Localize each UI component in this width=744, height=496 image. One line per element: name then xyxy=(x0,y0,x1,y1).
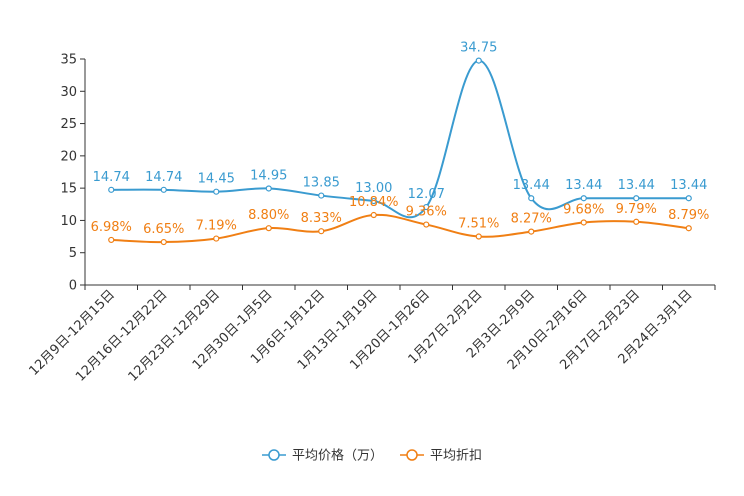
data-point[interactable] xyxy=(370,211,377,219)
data-label: 14.45 xyxy=(198,172,235,187)
data-point[interactable] xyxy=(213,235,220,242)
data-point[interactable] xyxy=(633,195,640,202)
data-label: 8.80% xyxy=(248,208,289,223)
y-tick-label: 5 xyxy=(69,246,77,261)
x-tick-label: 12月16日-12月22日 xyxy=(73,287,170,384)
data-point[interactable] xyxy=(213,188,220,195)
data-label: 13.85 xyxy=(303,176,340,191)
chart-axes: 0510152025303512月9日-12月15日12月16日-12月22日1… xyxy=(26,53,716,385)
data-label: 6.98% xyxy=(91,220,132,235)
data-label: 13.00 xyxy=(355,181,392,196)
data-point[interactable] xyxy=(160,186,167,193)
legend-label: 平均折扣 xyxy=(430,449,482,464)
data-point[interactable] xyxy=(685,225,692,232)
data-point[interactable] xyxy=(528,195,535,202)
data-label: 7.51% xyxy=(458,217,499,232)
data-point[interactable] xyxy=(633,218,640,225)
data-label: 8.79% xyxy=(668,208,709,223)
data-point[interactable] xyxy=(475,233,482,240)
data-point[interactable] xyxy=(580,219,587,226)
data-label: 10.84% xyxy=(349,195,399,210)
data-label: 12.07 xyxy=(408,187,445,202)
data-point[interactable] xyxy=(528,228,535,235)
x-tick-label: 12月9日-12月15日 xyxy=(26,287,118,379)
data-label: 13.44 xyxy=(513,178,550,193)
data-point[interactable] xyxy=(423,221,430,228)
data-point[interactable] xyxy=(160,238,167,246)
data-point[interactable] xyxy=(108,236,115,244)
legend-label: 平均价格（万） xyxy=(292,448,383,464)
data-point[interactable] xyxy=(108,186,115,193)
chart-legend[interactable]: 平均价格（万） 平均折扣 xyxy=(262,448,482,464)
data-point[interactable] xyxy=(580,195,587,202)
data-label: 9.36% xyxy=(406,205,447,220)
series-line xyxy=(111,59,689,219)
series-avg-price: 14.74 14.74 14.45 14.95 13.85 13.00 12.07 34.75… xyxy=(93,41,707,219)
series-avg-discount: 6.98% 6.65% 7.19% 8.80% 8.33% 10.84% 9.36% 7.51… xyxy=(91,195,709,246)
series-line xyxy=(111,213,689,244)
data-label: 9.68% xyxy=(563,202,604,217)
data-point[interactable] xyxy=(265,225,272,232)
data-point[interactable] xyxy=(318,228,325,235)
data-label: 14.95 xyxy=(250,168,287,183)
y-tick-label: 30 xyxy=(60,85,77,100)
x-tick-label: 12月23日-12月29日 xyxy=(126,287,223,384)
data-label: 6.65% xyxy=(143,222,184,237)
data-label: 13.44 xyxy=(618,178,655,193)
data-label: 13.44 xyxy=(670,178,707,193)
legend-marker xyxy=(268,449,280,461)
data-label: 14.74 xyxy=(145,170,182,185)
legend-item-avg-discount[interactable]: 平均折扣 xyxy=(400,449,482,464)
data-label: 8.27% xyxy=(511,212,552,227)
data-point[interactable] xyxy=(370,197,377,205)
legend-item-avg-price[interactable]: 平均价格（万） xyxy=(262,448,383,464)
data-label: 14.74 xyxy=(93,170,130,185)
data-point[interactable] xyxy=(265,185,272,192)
data-label: 34.75 xyxy=(460,41,497,56)
data-label: 9.79% xyxy=(616,202,657,217)
data-point[interactable] xyxy=(318,192,325,199)
data-label: 13.44 xyxy=(565,178,602,193)
y-tick-label: 35 xyxy=(60,53,77,68)
data-label: 7.19% xyxy=(196,219,237,234)
legend-marker xyxy=(406,449,418,461)
data-label: 8.33% xyxy=(301,211,342,226)
y-tick-label: 15 xyxy=(60,182,77,197)
chart-series: 14.74 14.74 14.45 14.95 13.85 13.00 12.07 34.75… xyxy=(91,41,709,246)
y-tick-label: 25 xyxy=(60,117,77,132)
data-point[interactable] xyxy=(475,57,482,64)
y-tick-label: 20 xyxy=(60,149,77,164)
data-point[interactable] xyxy=(685,195,692,202)
y-tick-label: 0 xyxy=(69,279,77,294)
y-tick-label: 10 xyxy=(60,214,77,229)
data-point[interactable] xyxy=(423,203,430,211)
